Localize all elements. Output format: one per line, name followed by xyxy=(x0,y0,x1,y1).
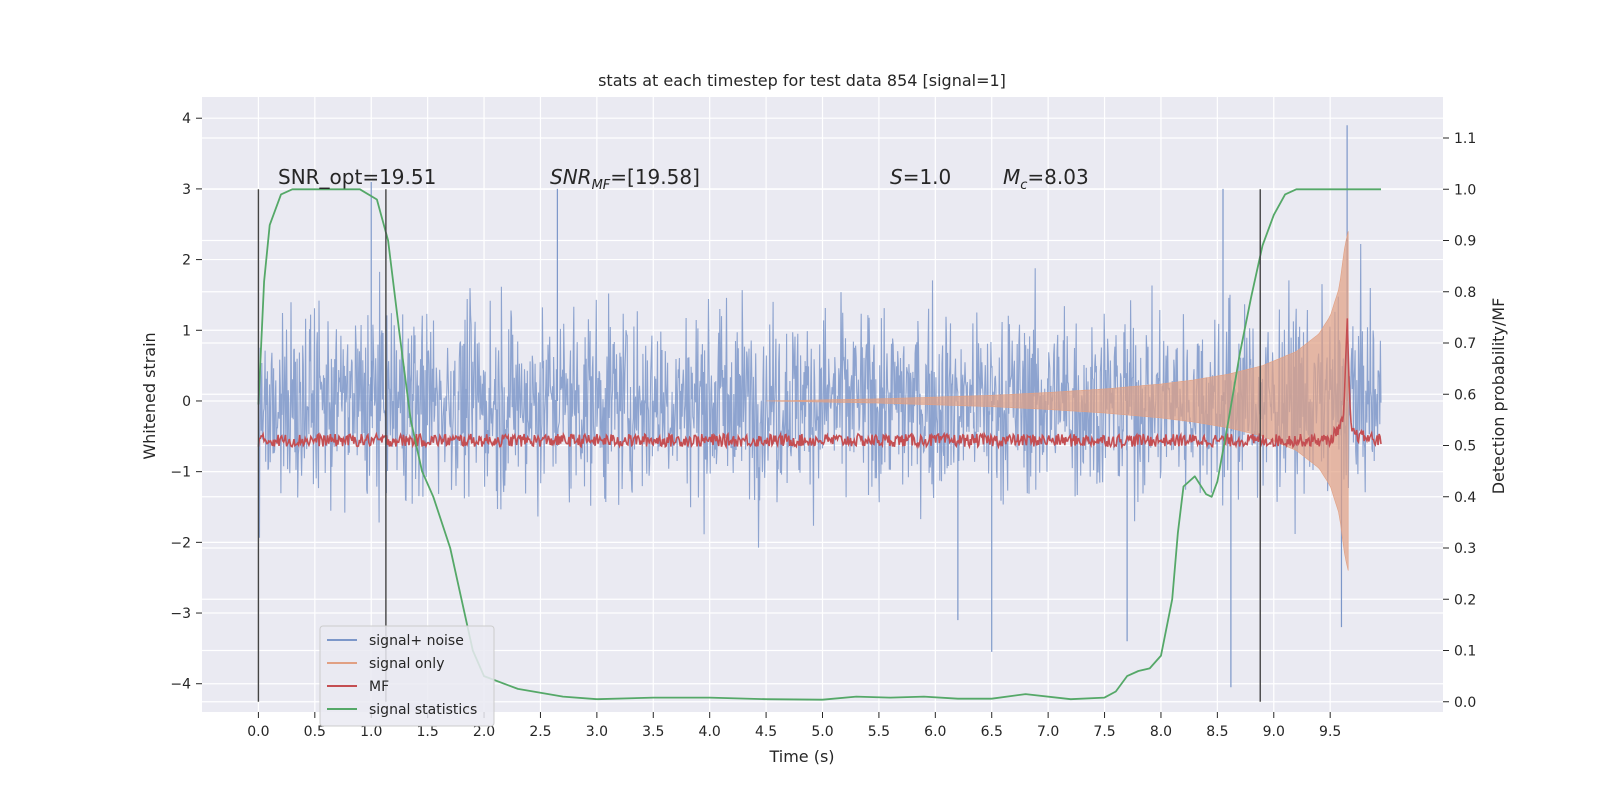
x-tick-label: 7.0 xyxy=(1037,724,1059,740)
x-tick-label: 1.0 xyxy=(360,724,382,740)
legend-label-mf: MF xyxy=(369,679,389,695)
y2-tick-label: 0.8 xyxy=(1454,285,1476,301)
y-tick-label: −4 xyxy=(170,677,191,693)
y2-axis-label: Detection probability/MF xyxy=(1489,298,1508,495)
y2-tick-label: 0.6 xyxy=(1454,387,1476,403)
annotation-s: S=1.0 xyxy=(890,165,951,189)
legend-label-signal-only: signal only xyxy=(369,656,444,672)
plot-series xyxy=(257,125,1382,701)
x-tick-label: 9.0 xyxy=(1263,724,1285,740)
legend-box xyxy=(319,625,495,727)
y-axis-left: 4 3 2 1 0 −1 −2 −3 −4 xyxy=(170,111,202,693)
x-tick-label: 7.5 xyxy=(1093,724,1115,740)
annotation-snr-mf: SNRMF=[19.58] xyxy=(550,165,700,193)
y-tick-label: −3 xyxy=(170,606,191,622)
legend: signal+ noise signal only MF signal stat… xyxy=(319,625,495,727)
x-tick-label: 4.5 xyxy=(755,724,777,740)
series-signal-statistics xyxy=(257,188,1381,701)
y2-tick-label: 1.0 xyxy=(1454,182,1476,198)
x-tick-label: 8.0 xyxy=(1150,724,1172,740)
x-tick-label: 0.5 xyxy=(304,724,326,740)
y2-tick-label: 0.0 xyxy=(1454,695,1476,711)
y2-tick-label: 0.4 xyxy=(1454,490,1476,506)
y-tick-label: 1 xyxy=(182,323,191,339)
chart-title: stats at each timestep for test data 854… xyxy=(598,71,1006,90)
annotation-snr-opt: SNR_opt=19.51 xyxy=(278,165,436,189)
x-tick-label: 0.0 xyxy=(247,724,269,740)
x-tick-label: 1.5 xyxy=(417,724,439,740)
series-signal-noise xyxy=(257,243,1382,548)
y-tick-label: 3 xyxy=(182,182,191,198)
legend-label-signal-noise: signal+ noise xyxy=(369,633,464,649)
y2-tick-label: 0.1 xyxy=(1454,644,1476,660)
x-tick-label: 2.0 xyxy=(473,724,495,740)
annotation-mc-sub: c xyxy=(1020,178,1027,193)
y2-tick-label: 1.1 xyxy=(1454,131,1476,147)
y-tick-label: 4 xyxy=(182,111,191,127)
y2-tick-label: 0.5 xyxy=(1454,439,1476,455)
x-tick-label: 2.5 xyxy=(529,724,551,740)
y2-tick-label: 0.7 xyxy=(1454,336,1476,352)
x-tick-label: 8.5 xyxy=(1206,724,1228,740)
series-signal-only xyxy=(766,231,1349,571)
y-axis-right: 1.1 1.0 0.9 0.8 0.7 0.6 0.5 0.4 0.3 0.2 0.1 0.0 xyxy=(1443,131,1476,711)
x-tick-label: 3.5 xyxy=(642,724,664,740)
x-tick-label: 3.0 xyxy=(586,724,608,740)
x-tick-label: 5.5 xyxy=(868,724,890,740)
y2-tick-label: 0.9 xyxy=(1454,234,1476,250)
y2-tick-label: 0.3 xyxy=(1454,541,1476,557)
y-tick-label: −1 xyxy=(170,465,191,481)
x-tick-label: 4.0 xyxy=(699,724,721,740)
x-tick-label: 9.5 xyxy=(1319,724,1341,740)
y-tick-label: 2 xyxy=(182,253,191,269)
y-tick-label: −2 xyxy=(170,535,191,551)
x-axis-label: Time (s) xyxy=(768,747,834,766)
x-tick-label: 6.0 xyxy=(924,724,946,740)
annotation-snr-mf-base: SNR xyxy=(550,165,592,189)
annotation-mc-value: =8.03 xyxy=(1027,165,1088,189)
x-axis: 0.0 0.5 1.0 1.5 2.0 2.5 3.0 3.5 4.0 4.5 5.0 5.5 6.0 6… xyxy=(247,712,1341,740)
annotation-snr-mf-value: =[19.58] xyxy=(610,165,700,189)
x-tick-label: 5.0 xyxy=(811,724,833,740)
annotation-s-base: S xyxy=(890,165,903,189)
annotation-mc-base: M xyxy=(1003,165,1020,189)
annotation-s-value: =1.0 xyxy=(903,165,952,189)
vertical-markers xyxy=(257,189,1261,702)
legend-label-signal-statistics: signal statistics xyxy=(369,702,477,718)
y2-tick-label: 0.2 xyxy=(1454,592,1476,608)
y-axis-label: Whitened strain xyxy=(140,332,159,459)
x-tick-label: 6.5 xyxy=(981,724,1003,740)
y-tick-label: 0 xyxy=(182,394,191,410)
annotation-snr-mf-sub: MF xyxy=(592,178,611,193)
series-mf xyxy=(257,318,1382,450)
annotation-mc: Mc=8.03 xyxy=(1003,165,1089,193)
